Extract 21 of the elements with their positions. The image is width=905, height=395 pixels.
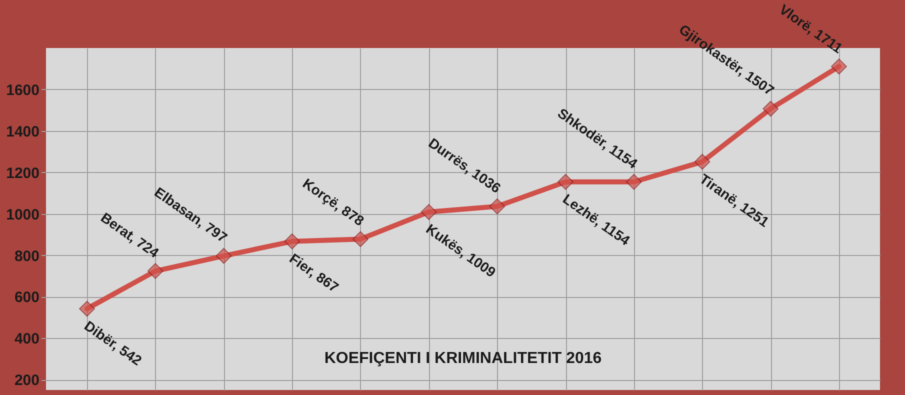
y-tick-label: 200 <box>14 372 40 390</box>
y-tick-label: 800 <box>14 248 40 265</box>
point <box>558 174 574 190</box>
point <box>489 198 506 214</box>
y-tick-label: 600 <box>14 289 40 306</box>
point <box>216 248 232 264</box>
point <box>147 263 164 279</box>
point <box>284 233 300 250</box>
y-tick-label: 400 <box>14 330 40 348</box>
y-tick-label: 1600 <box>6 82 40 99</box>
point <box>694 154 710 170</box>
point <box>762 100 779 117</box>
y-tick-label: 1400 <box>6 123 40 140</box>
point <box>831 58 847 74</box>
y-tick-label: 1000 <box>6 206 40 224</box>
point <box>420 204 437 220</box>
y-tick-label: 1200 <box>6 164 40 182</box>
point <box>352 231 368 248</box>
point <box>79 300 95 317</box>
point <box>626 174 642 190</box>
text: KOEFIÇENTI I KRIMINALITETIT 2016 <box>324 350 602 367</box>
